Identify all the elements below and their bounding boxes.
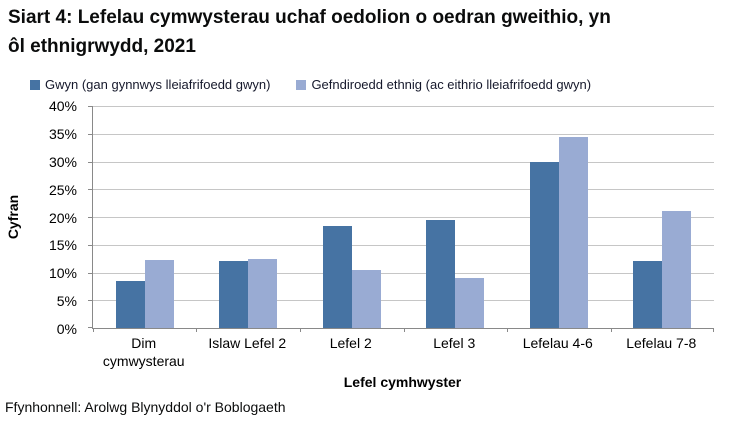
bar-series1-lefelau-4-6	[558, 136, 588, 328]
legend-label-ethnig: Gefndiroedd ethnig (ac eithrio lleiafrif…	[311, 77, 592, 92]
x-category-label-lefel-2: Lefel 2	[329, 335, 372, 351]
bar-series1-lefel-3	[455, 277, 485, 328]
legend-item-gwyn: Gwyn (gan gynnwys lleiafrifoedd gwyn)	[30, 77, 270, 92]
bar-series0-lefel-2	[322, 226, 352, 328]
y-tick-mark-35	[88, 133, 92, 135]
y-tick-label-25: 25%	[48, 181, 77, 198]
x-tick-mark-2	[299, 328, 301, 332]
plot-area	[88, 106, 714, 332]
y-axis-tick-labels: 0% 5% 10% 15% 20% 25% 30% 35% 40%	[0, 98, 86, 337]
y-tick-label-35: 35%	[48, 125, 77, 142]
y-tick-mark-0	[88, 327, 92, 328]
legend-item-ethnig: Gefndiroedd ethnig (ac eithrio lleiafrif…	[296, 77, 591, 92]
bar-series1-lefelau-7-8	[662, 211, 692, 328]
bar-series0-islaw-lefel-2	[219, 261, 249, 328]
y-tick-label-0: 0%	[56, 321, 77, 337]
bar-series1-lefel-2	[351, 269, 381, 328]
legend-swatch-ethnig	[296, 79, 307, 90]
y-tick-mark-15	[88, 244, 92, 246]
bar-series0-lefelau-4-6	[529, 162, 559, 328]
gridline-25	[93, 189, 714, 191]
chart-title: Siart 4: Lefelau cymwysterau uchaf oedol…	[8, 7, 611, 57]
y-tick-mark-25	[88, 189, 92, 191]
x-tick-mark-0	[93, 328, 94, 332]
legend-swatch-gwyn	[30, 79, 40, 90]
x-category-label-islaw-lefel-2: Islaw Lefel 2	[208, 335, 287, 351]
y-tick-mark-5	[88, 300, 92, 302]
bar-series0-dim-cymwysterau	[115, 281, 145, 328]
x-axis-category-labels: Dim cymwysterau Islaw Lefel 2 Lefel 2 Lefel…	[92, 334, 713, 370]
legend-label-gwyn: Gwyn (gan gynnwys lleiafrifoedd gwyn)	[45, 77, 271, 92]
y-tick-label-20: 20%	[48, 209, 77, 226]
bar-series1-dim-cymwysterau	[144, 260, 174, 328]
gridline-10	[93, 272, 714, 274]
y-tick-label-10: 10%	[48, 265, 77, 282]
legend: Gwyn (gan gynnwys lleiafrifoedd gwyn) Ge…	[30, 77, 591, 92]
y-tick-label-5: 5%	[56, 293, 77, 310]
y-tick-mark-20	[88, 217, 92, 218]
source-note: Ffynhonnell: Arolwg Blynyddol o'r Boblog…	[5, 399, 286, 415]
y-tick-mark-30	[88, 161, 92, 163]
x-tick-mark-4	[506, 328, 508, 332]
x-tick-mark-1	[196, 328, 198, 332]
x-category-label-lefelau-7-8: Lefelau 7-8	[626, 335, 697, 351]
y-tick-mark-40	[88, 106, 92, 107]
x-tick-mark-5	[610, 328, 612, 332]
y-tick-mark-10	[88, 272, 92, 274]
y-tick-label-15: 15%	[48, 237, 77, 254]
bar-series1-islaw-lefel-2	[248, 258, 278, 328]
bar-series0-lefel-3	[426, 220, 456, 328]
x-tick-mark-6	[713, 328, 714, 332]
gridline-35	[93, 133, 714, 135]
gridline-15	[93, 244, 714, 246]
y-tick-label-40: 40%	[48, 98, 77, 114]
gridline-20	[93, 217, 714, 218]
x-category-label-lefelau-4-6: Lefelau 4-6	[522, 335, 593, 351]
bar-series0-lefelau-7-8	[633, 261, 663, 328]
x-category-label-dim-cymwysterau: Dim cymwysterau	[102, 335, 185, 370]
x-axis-title: Lefel cymhwyster	[343, 374, 462, 390]
x-tick-mark-3	[403, 328, 405, 332]
x-category-label-lefel-3: Lefel 3	[433, 335, 476, 351]
gridline-40	[93, 106, 714, 107]
gridline-30	[93, 161, 714, 163]
gridline-5	[93, 300, 714, 302]
y-tick-label-30: 30%	[48, 153, 77, 170]
